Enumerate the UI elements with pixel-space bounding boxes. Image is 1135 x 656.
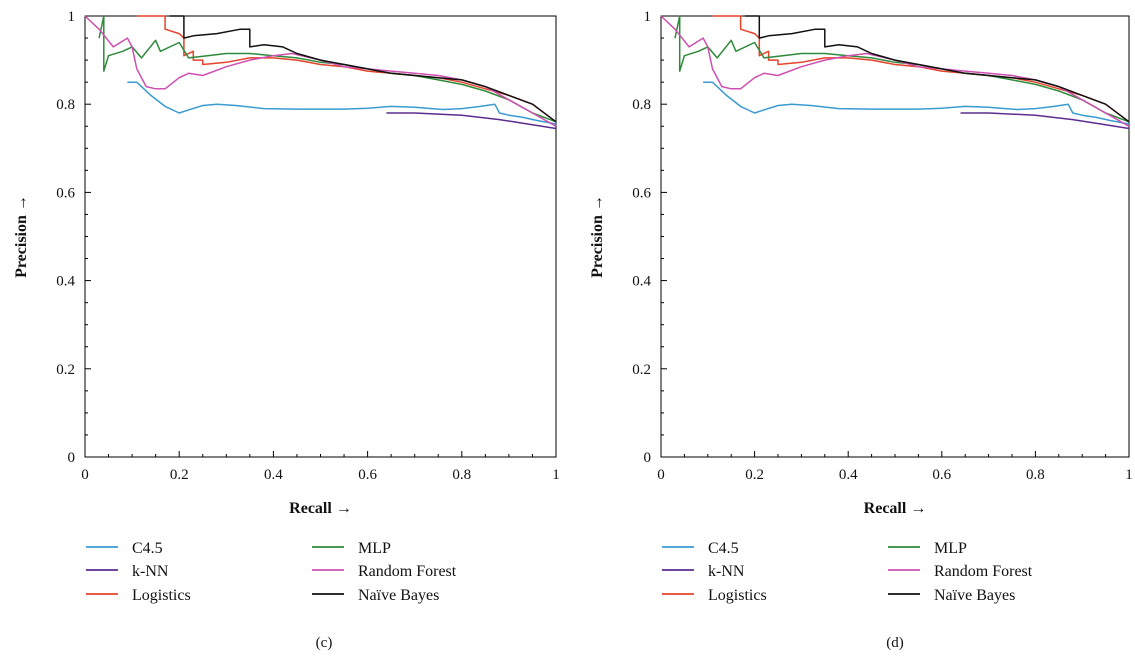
plot-frame [84,15,557,458]
legend-entry-label: Random Forest [934,563,1033,580]
y-tick-label: 0 [68,450,76,466]
y-tick-label: 0.2 [632,362,651,378]
series-line [386,112,557,130]
y-axis-label: Precision → [13,195,30,278]
subfigure-caption: (d) [886,635,904,651]
y-tick-label: 0.4 [632,274,651,290]
x-axis-label: Recall → [289,500,352,517]
legend-entry-label: k-NN [708,563,745,580]
x-tick-label: 0 [81,467,89,483]
x-tick-label: 1 [552,467,560,483]
x-tick-label: 0.8 [452,467,471,483]
legend-entry-label: Naïve Bayes [358,587,439,604]
series-line [98,15,557,123]
legend-entry-label: C4.5 [132,540,163,557]
legend-entry-label: k-NN [132,563,169,580]
y-axis-label: Precision → [589,195,606,278]
y-tick-label: 0.4 [56,274,75,290]
x-axis-label: Recall → [864,500,927,517]
x-tick-label: 0 [657,467,665,483]
chart-panel: 0 0.2 0.4 0.6 0.8 1 0 0.2 0.4 0.6 0.8 1 Recall → Prec… [13,9,560,651]
x-tick-label: 0.6 [932,467,951,483]
y-tick-label: 0 [644,450,652,466]
series-line [127,81,557,125]
legend-entry-label: Naïve Bayes [934,587,1015,604]
series-line [169,15,557,123]
legend-entry-label: Logistics [132,587,191,604]
plot-frame [660,15,1130,458]
y-tick-label: 0.2 [56,362,75,378]
x-tick-label: 0.4 [839,467,858,483]
series-line [703,81,1130,125]
x-tick-label: 0.2 [170,467,189,483]
x-tick-label: 1 [1125,467,1133,483]
x-tick-label: 0.2 [745,467,764,483]
legend-entry-label: MLP [934,540,967,557]
y-tick-label: 0.6 [56,185,75,201]
series-line [674,15,1130,123]
y-tick-label: 1 [68,9,76,25]
legend-entry-label: MLP [358,540,391,557]
series-line [745,15,1130,123]
y-tick-label: 0.8 [632,97,651,113]
legend-entry-label: C4.5 [708,540,739,557]
x-tick-label: 0.8 [1026,467,1045,483]
y-tick-label: 1 [644,9,652,25]
legend-entry-label: Random Forest [358,563,457,580]
subfigure-caption: (c) [316,635,333,651]
legend-entry-label: Logistics [708,587,767,604]
y-tick-label: 0.8 [56,97,75,113]
chart-panel: 0 0.2 0.4 0.6 0.8 1 0 0.2 0.4 0.6 0.8 1 Recall → Prec… [589,9,1133,651]
y-tick-label: 0.6 [632,185,651,201]
x-tick-label: 0.6 [358,467,377,483]
x-tick-label: 0.4 [264,467,283,483]
series-line [960,112,1130,130]
